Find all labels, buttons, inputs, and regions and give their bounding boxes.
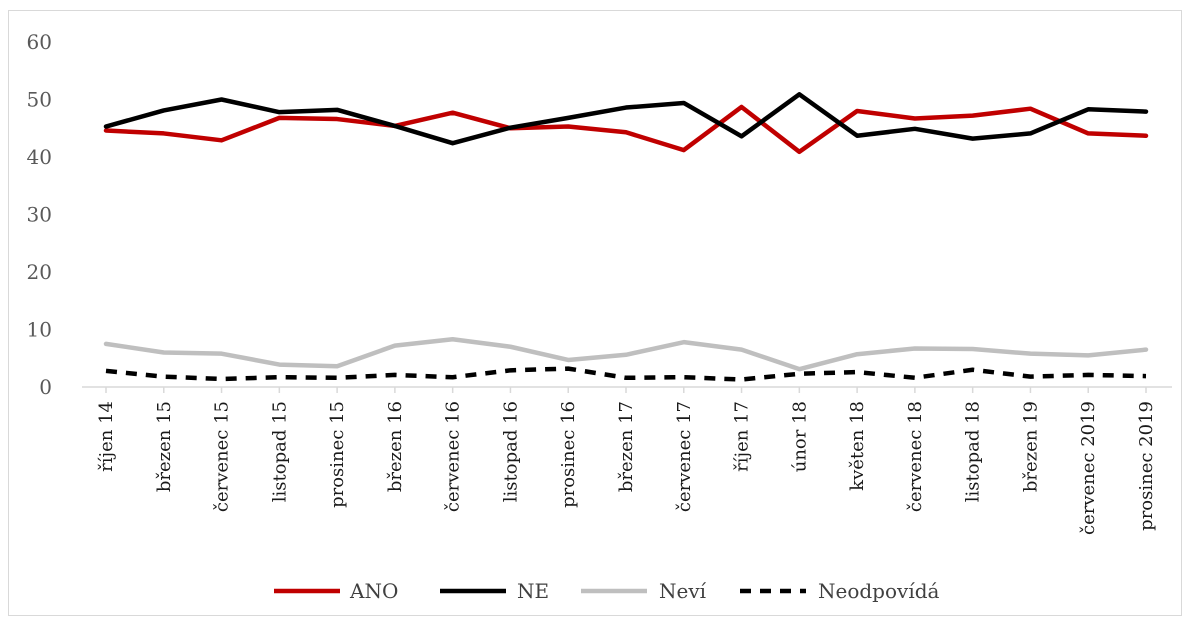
- x-tick-label-4: prosinec 15: [327, 401, 348, 508]
- y-axis: 0 10 20 30 40 50 60: [27, 30, 52, 399]
- legend: ANO NE Neví Neodpovídá: [274, 579, 940, 603]
- series-line-ne: [103, 92, 1149, 146]
- legend-item-ano: ANO: [274, 579, 398, 603]
- legend-label-0: ANO: [349, 579, 398, 603]
- x-tick-label-14: červenec 18: [905, 401, 926, 512]
- x-tick-label-13: květen 18: [847, 401, 868, 491]
- y-tick-label-1: 10: [27, 318, 52, 342]
- x-tick-label-3: listopad 15: [269, 401, 290, 502]
- legend-item-ne: NE: [440, 579, 549, 603]
- x-tick-label-18: prosinec 2019: [1136, 401, 1157, 531]
- legend-label-3: Neodpovídá: [818, 579, 940, 603]
- y-tick-label-0: 0: [39, 375, 52, 399]
- x-tick-label-10: červenec 17: [674, 401, 695, 512]
- x-tick-label-2: červenec 15: [212, 401, 233, 512]
- x-tick-label-0: říjen 14: [96, 401, 117, 472]
- legend-label-2: Neví: [659, 579, 707, 603]
- y-tick-label-5: 50: [27, 88, 52, 112]
- legend-label-1: NE: [517, 579, 549, 603]
- x-tick-label-8: prosinec 16: [558, 401, 579, 508]
- x-tick-label-6: červenec 16: [443, 401, 464, 512]
- y-tick-label-2: 20: [27, 260, 52, 284]
- series-layer: [103, 92, 1149, 382]
- series-line-neví: [103, 337, 1149, 372]
- x-tick-label-1: březen 15: [154, 401, 175, 492]
- x-axis: říjen 14 březen 15 červenec 15 listopad 15 p…: [82, 386, 1172, 535]
- series-line-ano: [103, 104, 1149, 155]
- legend-item-neví: Neví: [581, 579, 707, 603]
- x-tick-label-12: únor 18: [789, 401, 810, 472]
- x-tick-label-7: listopad 16: [500, 401, 521, 502]
- y-tick-label-3: 30: [27, 203, 52, 227]
- x-tick-label-16: březen 19: [1020, 401, 1041, 492]
- y-tick-label-6: 60: [27, 30, 52, 54]
- x-tick-label-5: březen 16: [385, 401, 406, 492]
- legend-item-neodpovídá: Neodpovídá: [740, 579, 940, 603]
- x-tick-label-11: říjen 17: [732, 401, 753, 472]
- x-tick-label-9: březen 17: [616, 401, 637, 492]
- y-tick-label-4: 40: [27, 145, 52, 169]
- x-tick-label-15: listopad 18: [963, 401, 984, 502]
- x-tick-label-17: červenec 2019: [1078, 401, 1099, 535]
- series-line-neodpovídá: [105, 366, 1147, 382]
